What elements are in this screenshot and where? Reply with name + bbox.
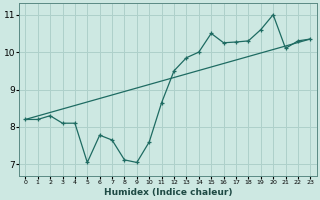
X-axis label: Humidex (Indice chaleur): Humidex (Indice chaleur): [104, 188, 232, 197]
